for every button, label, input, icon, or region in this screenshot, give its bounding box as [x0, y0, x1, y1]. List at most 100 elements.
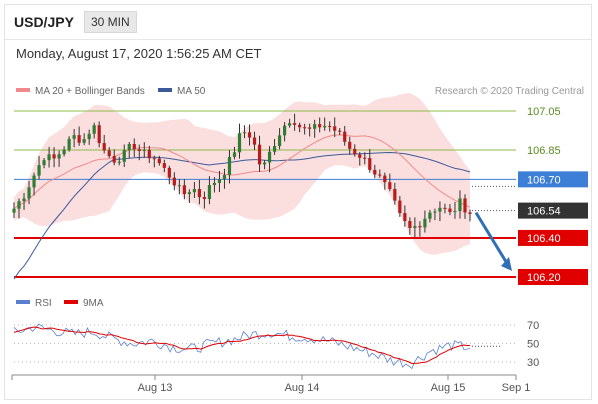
level-tag-106.20	[518, 269, 588, 285]
candle-body	[47, 154, 51, 161]
x-tick-label: Aug 13	[138, 382, 173, 394]
candle-body	[443, 207, 447, 209]
candle-body	[308, 127, 312, 129]
candle-body	[257, 144, 262, 165]
level-tag-106.70	[518, 171, 588, 188]
candle-body	[77, 135, 81, 143]
candle-body	[12, 208, 16, 213]
candle-body	[172, 177, 176, 186]
candle-body	[413, 226, 417, 228]
candle-body	[222, 175, 227, 180]
legend-label-ma20: MA 20 + Bollinger Bands	[35, 86, 145, 97]
candle-body	[117, 161, 121, 163]
credit-text: Research © 2020 Trading Central	[435, 86, 584, 97]
x-tick-label: Sep 1	[502, 382, 531, 394]
candle-body	[383, 175, 387, 183]
candle-body	[343, 131, 347, 142]
candle-body	[72, 135, 76, 139]
candle-body	[353, 148, 357, 155]
forecast-arrow-head	[501, 257, 512, 271]
candle-body	[328, 125, 332, 127]
level-tag-106.54	[518, 202, 588, 219]
level-label-106.70: 106.70	[527, 174, 561, 186]
candle-body	[262, 162, 267, 165]
candle-body	[428, 212, 432, 219]
candle-body	[37, 165, 41, 176]
x-tick-label: Aug 14	[285, 382, 320, 394]
candle-body	[318, 124, 322, 128]
level-label-106.85: 106.85	[527, 145, 561, 157]
legend-swatch-rsi	[16, 300, 30, 304]
level-tag-106.40	[518, 229, 588, 246]
legend-label-9ma: 9MA	[83, 298, 104, 309]
candle-body	[448, 208, 452, 213]
candle-body	[142, 149, 146, 151]
candle-body	[207, 185, 212, 200]
candle-body	[177, 185, 181, 187]
candle-body	[32, 175, 36, 188]
candle-body	[468, 212, 472, 214]
candle-body	[368, 158, 372, 170]
candle-body	[232, 152, 237, 157]
rsi-line	[13, 323, 471, 370]
candle-body	[408, 221, 412, 228]
x-tick-label: Aug 15	[431, 382, 466, 394]
candle-body	[62, 149, 66, 155]
level-label-106.54: 106.54	[527, 206, 561, 218]
candle-body	[288, 123, 292, 126]
candle-body	[403, 213, 407, 222]
legend-swatch-9ma	[64, 300, 78, 304]
candle-body	[82, 139, 86, 143]
candle-body	[242, 132, 247, 134]
candle-body	[157, 158, 161, 164]
candle-body	[162, 163, 166, 168]
candle-body	[423, 218, 427, 228]
rsi-tick-70: 70	[527, 320, 539, 332]
legend-label-rsi: RSI	[35, 298, 52, 309]
ma20-line	[13, 134, 471, 210]
legend-swatch-ma50	[158, 88, 172, 92]
candle-body	[363, 157, 367, 159]
legend-label-ma50: MA 50	[177, 86, 206, 97]
candle-body	[42, 160, 46, 166]
candle-body	[272, 146, 277, 152]
level-label-106.40: 106.40	[527, 233, 561, 245]
candle-body	[87, 133, 91, 140]
candle-body	[152, 158, 156, 160]
candle-body	[227, 156, 232, 176]
level-label-106.20: 106.20	[527, 272, 561, 284]
candle-body	[298, 124, 302, 128]
candle-body	[57, 154, 61, 159]
candle-body	[463, 198, 467, 213]
candle-body	[202, 197, 207, 200]
candle-body	[323, 125, 327, 128]
candle-body	[182, 185, 186, 195]
candle-body	[373, 169, 377, 175]
candle-body	[252, 137, 257, 145]
candle-body	[127, 143, 131, 151]
candle-body	[122, 150, 126, 162]
candle-body	[338, 130, 342, 132]
candle-body	[418, 226, 422, 228]
candle-body	[433, 211, 437, 213]
level-label-107.05: 107.05	[527, 106, 561, 118]
candle-body	[67, 138, 71, 150]
rsi-tick-30: 30	[527, 357, 539, 369]
candle-body	[17, 201, 21, 209]
chart-header: USD/JPY 30 MIN	[5, 5, 591, 40]
timeframe-button[interactable]: 30 MIN	[84, 11, 137, 33]
candle-body	[458, 198, 462, 212]
candle-body	[112, 156, 116, 163]
candle-body	[313, 124, 317, 129]
candle-body	[217, 179, 222, 183]
candle-body	[398, 200, 402, 214]
candle-body	[22, 198, 26, 202]
candle-body	[132, 143, 136, 150]
candle-body	[197, 189, 202, 198]
candle-body	[187, 192, 191, 195]
timestamp: Monday, August 17, 2020 1:56:25 AM CET	[16, 46, 262, 61]
candle-body	[453, 211, 457, 213]
rsi-9ma-line	[13, 326, 470, 365]
legend-swatch-ma20	[16, 88, 30, 92]
